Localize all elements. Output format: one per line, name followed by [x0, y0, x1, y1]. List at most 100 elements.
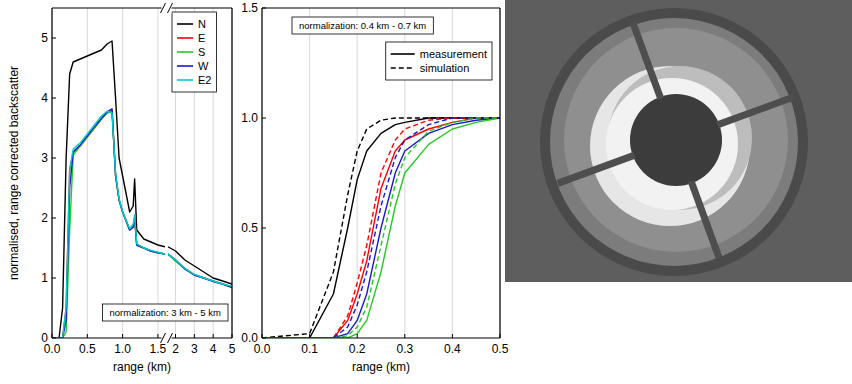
axis-line [52, 7, 165, 8]
data-line [52, 41, 165, 338]
data-line [262, 118, 500, 338]
y-tick-label: 1.5 [241, 1, 258, 15]
x-tick [357, 334, 358, 338]
photo-spider-vane [691, 181, 719, 258]
y-tick-label: 4 [41, 91, 48, 105]
x-tick-label: 0.4 [444, 342, 461, 356]
x-tick [87, 334, 88, 338]
x-tick-label: 2 [172, 342, 179, 356]
annotation-text: normalization: 3 km - 5 km [110, 307, 221, 318]
axis-break [168, 333, 173, 343]
photo-bright-core [606, 78, 738, 210]
axis-line [262, 7, 500, 8]
x-tick [309, 334, 310, 338]
plot-area [168, 247, 232, 288]
legend-box [172, 12, 216, 92]
chart-panel: 2345range (km)normalization: 3 km - 5 km… [103, 8, 236, 374]
axis-break-gap [162, 332, 172, 344]
axis-break [168, 3, 173, 13]
plot-area [52, 41, 165, 338]
photo-spider-vane [717, 97, 794, 125]
axis-line [168, 337, 232, 338]
x-axis-title: range (km) [352, 360, 410, 374]
annotation-box [292, 17, 433, 34]
y-tick [52, 38, 56, 39]
y-tick-label: 1 [41, 271, 48, 285]
x-tick [52, 334, 53, 338]
axis-line [262, 337, 500, 338]
axis-break [161, 333, 166, 343]
x-tick [452, 334, 453, 338]
photo-spider-vane [633, 22, 661, 99]
annotation: normalization: 0.4 km - 0.7 km [292, 17, 433, 34]
y-axis-title: normalised, range corrected backscatter [7, 66, 21, 280]
grid-line [357, 8, 358, 338]
y-tick-label: 3 [41, 151, 48, 165]
legend-swatch [177, 51, 193, 53]
x-tick-label: 3 [191, 342, 198, 356]
data-line [168, 254, 232, 288]
y-tick [52, 338, 56, 339]
x-tick [262, 334, 263, 338]
x-tick [157, 334, 158, 338]
grid-line [500, 8, 501, 338]
photo-outer-ring [540, 8, 808, 276]
axis-line [52, 337, 165, 338]
data-line [262, 118, 500, 338]
axis-line [51, 8, 52, 338]
grid-line [87, 8, 88, 338]
telescope-photo [505, 0, 852, 282]
legend: measurement simulation [386, 42, 492, 80]
photo-background [505, 0, 852, 282]
legend: NESWE2 [172, 12, 216, 92]
legend-swatch [177, 65, 193, 67]
y-tick [262, 118, 266, 119]
x-tick-label: 0.3 [396, 342, 413, 356]
y-tick [262, 8, 266, 9]
legend-label: measurement [420, 48, 487, 60]
x-tick-label: 0.2 [349, 342, 366, 356]
x-tick-label: 1.0 [114, 342, 131, 356]
y-tick-label: 0.5 [241, 221, 258, 235]
legend-swatch [177, 79, 193, 81]
legend-label: E2 [198, 74, 211, 86]
x-tick-label: 5 [229, 342, 236, 356]
legend-swatch [177, 23, 193, 25]
figure: 0.00.51.01.5012345normalised, range corr… [0, 0, 852, 384]
data-line [262, 118, 500, 338]
x-axis-title: range (km) [113, 360, 171, 374]
legend-box [386, 42, 492, 80]
data-line [168, 254, 232, 287]
x-tick-label: 1.5 [150, 342, 167, 356]
x-tick-label: 0.1 [301, 342, 318, 356]
annotation: normalization: 3 km - 5 km [103, 304, 228, 321]
legend-swatch [391, 53, 415, 55]
data-line [168, 254, 232, 286]
y-tick-label: 0.0 [241, 331, 258, 345]
x-tick [194, 334, 195, 338]
legend-label: simulation [420, 62, 470, 74]
annotation-text: normalization: 0.4 km - 0.7 km [299, 20, 426, 31]
data-line [262, 118, 500, 338]
axis-line [499, 8, 500, 338]
data-line [262, 118, 500, 338]
legend-swatch [391, 67, 415, 69]
axis-line [261, 8, 262, 338]
data-line [168, 254, 232, 287]
grid-line [52, 8, 53, 338]
x-tick-label: 0.5 [492, 342, 509, 356]
legend-label: N [198, 18, 206, 30]
y-tick [52, 278, 56, 279]
data-line [168, 247, 232, 284]
y-tick [262, 228, 266, 229]
data-line [262, 118, 500, 338]
photo-ring [550, 18, 798, 266]
axis-line [168, 7, 232, 8]
photo-spider-vane [558, 155, 635, 183]
legend-label: S [198, 46, 205, 58]
x-tick-label: 0.5 [79, 342, 96, 356]
legend-label: E [198, 32, 205, 44]
grid-line [309, 8, 310, 338]
y-tick-label: 0 [41, 331, 48, 345]
x-tick [122, 334, 123, 338]
